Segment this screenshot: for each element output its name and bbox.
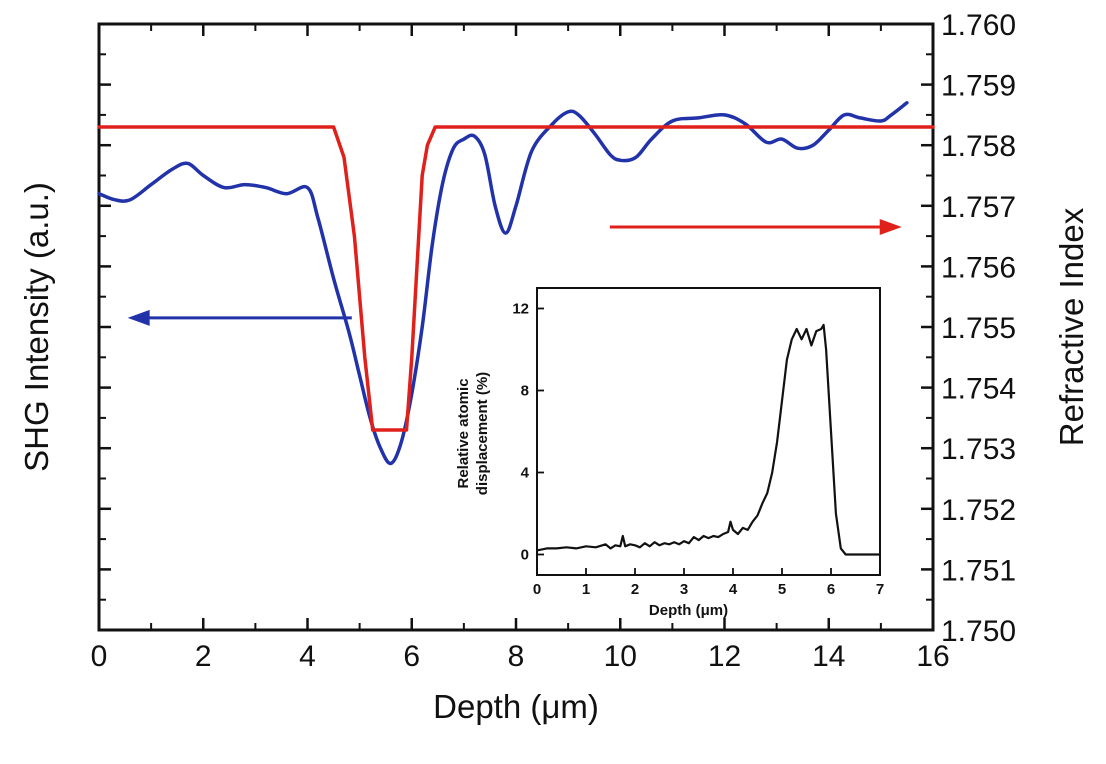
inset-y-axis: 0 4 8 12 xyxy=(512,301,544,564)
main-x-tick-label: 12 xyxy=(708,640,741,673)
refractive-index-line xyxy=(97,125,935,432)
main-right-tick-label: 1.754 xyxy=(941,373,1016,406)
shg-intensity-line xyxy=(97,101,909,466)
inset-y-tick-label: 8 xyxy=(521,383,529,400)
main-left-axis-title: SHG Intensity (a.u.) xyxy=(18,182,55,472)
main-x-tick-label: 10 xyxy=(604,640,637,673)
left-axis-arrow xyxy=(127,309,352,326)
main-x-tick-label: 2 xyxy=(195,640,212,673)
main-right-tick-label: 1.757 xyxy=(941,191,1016,224)
main-left-axis xyxy=(99,22,111,632)
inset-y-axis-title-line2: displacement (%) xyxy=(474,372,491,495)
main-right-tick-label: 1.756 xyxy=(941,251,1016,284)
main-x-tick-label: 6 xyxy=(403,640,420,673)
main-right-tick-label: 1.760 xyxy=(941,9,1016,42)
main-right-tick-label: 1.753 xyxy=(941,433,1016,466)
inset-x-tick-label: 4 xyxy=(729,581,738,598)
main-x-tick-label: 0 xyxy=(91,640,108,673)
inset-x-tick-label: 5 xyxy=(778,581,786,598)
blue-arrow-head xyxy=(127,309,150,326)
main-x-tick-label: 4 xyxy=(299,640,316,673)
inset-x-tick-label: 7 xyxy=(876,581,884,598)
main-x-tick-label: 16 xyxy=(916,640,949,673)
inset-x-axis: 0 1 2 3 4 5 6 7 xyxy=(533,568,884,598)
main-x-axis-title: Depth (μm) xyxy=(433,688,599,725)
inset-x-tick-label: 1 xyxy=(582,581,590,598)
inset-y-axis-title-line1: Relative atomic xyxy=(455,378,472,488)
inset-y-tick-label: 12 xyxy=(512,301,529,318)
main-right-tick-label: 1.759 xyxy=(941,70,1016,103)
main-right-axis-title: Refractive Index xyxy=(1053,207,1090,446)
main-x-tick-label: 8 xyxy=(508,640,525,673)
inset-x-tick-label: 6 xyxy=(827,581,835,598)
main-right-tick-label: 1.751 xyxy=(941,554,1016,587)
main-series-lines xyxy=(97,101,935,466)
main-x-axis: 0 2 4 6 8 10 12 14 16 xyxy=(91,24,950,673)
inset-background xyxy=(537,288,880,575)
inset-plot-frame xyxy=(536,287,881,576)
inset-series-lines xyxy=(536,323,880,556)
red-arrow-head xyxy=(879,219,902,236)
main-x-tick-label: 14 xyxy=(812,640,845,673)
inset-x-tick-label: 3 xyxy=(680,581,688,598)
main-right-tick-label: 1.752 xyxy=(941,494,1016,527)
right-axis-arrow xyxy=(609,219,902,236)
inset-x-axis-title: Depth (μm) xyxy=(649,602,728,619)
inset-x-tick-label: 2 xyxy=(631,581,639,598)
main-right-tick-label: 1.755 xyxy=(941,312,1016,345)
inset-y-tick-label: 4 xyxy=(521,465,530,482)
inset-x-tick-label: 0 xyxy=(533,581,541,598)
main-right-tick-label: 1.758 xyxy=(941,130,1016,163)
main-right-axis: 1.750 1.751 1.752 1.753 1.754 1.755 1.756 1.757… xyxy=(921,9,1016,648)
main-right-tick-label: 1.750 xyxy=(941,615,1016,648)
displacement-line xyxy=(536,323,880,556)
inset-y-tick-label: 0 xyxy=(521,547,529,564)
